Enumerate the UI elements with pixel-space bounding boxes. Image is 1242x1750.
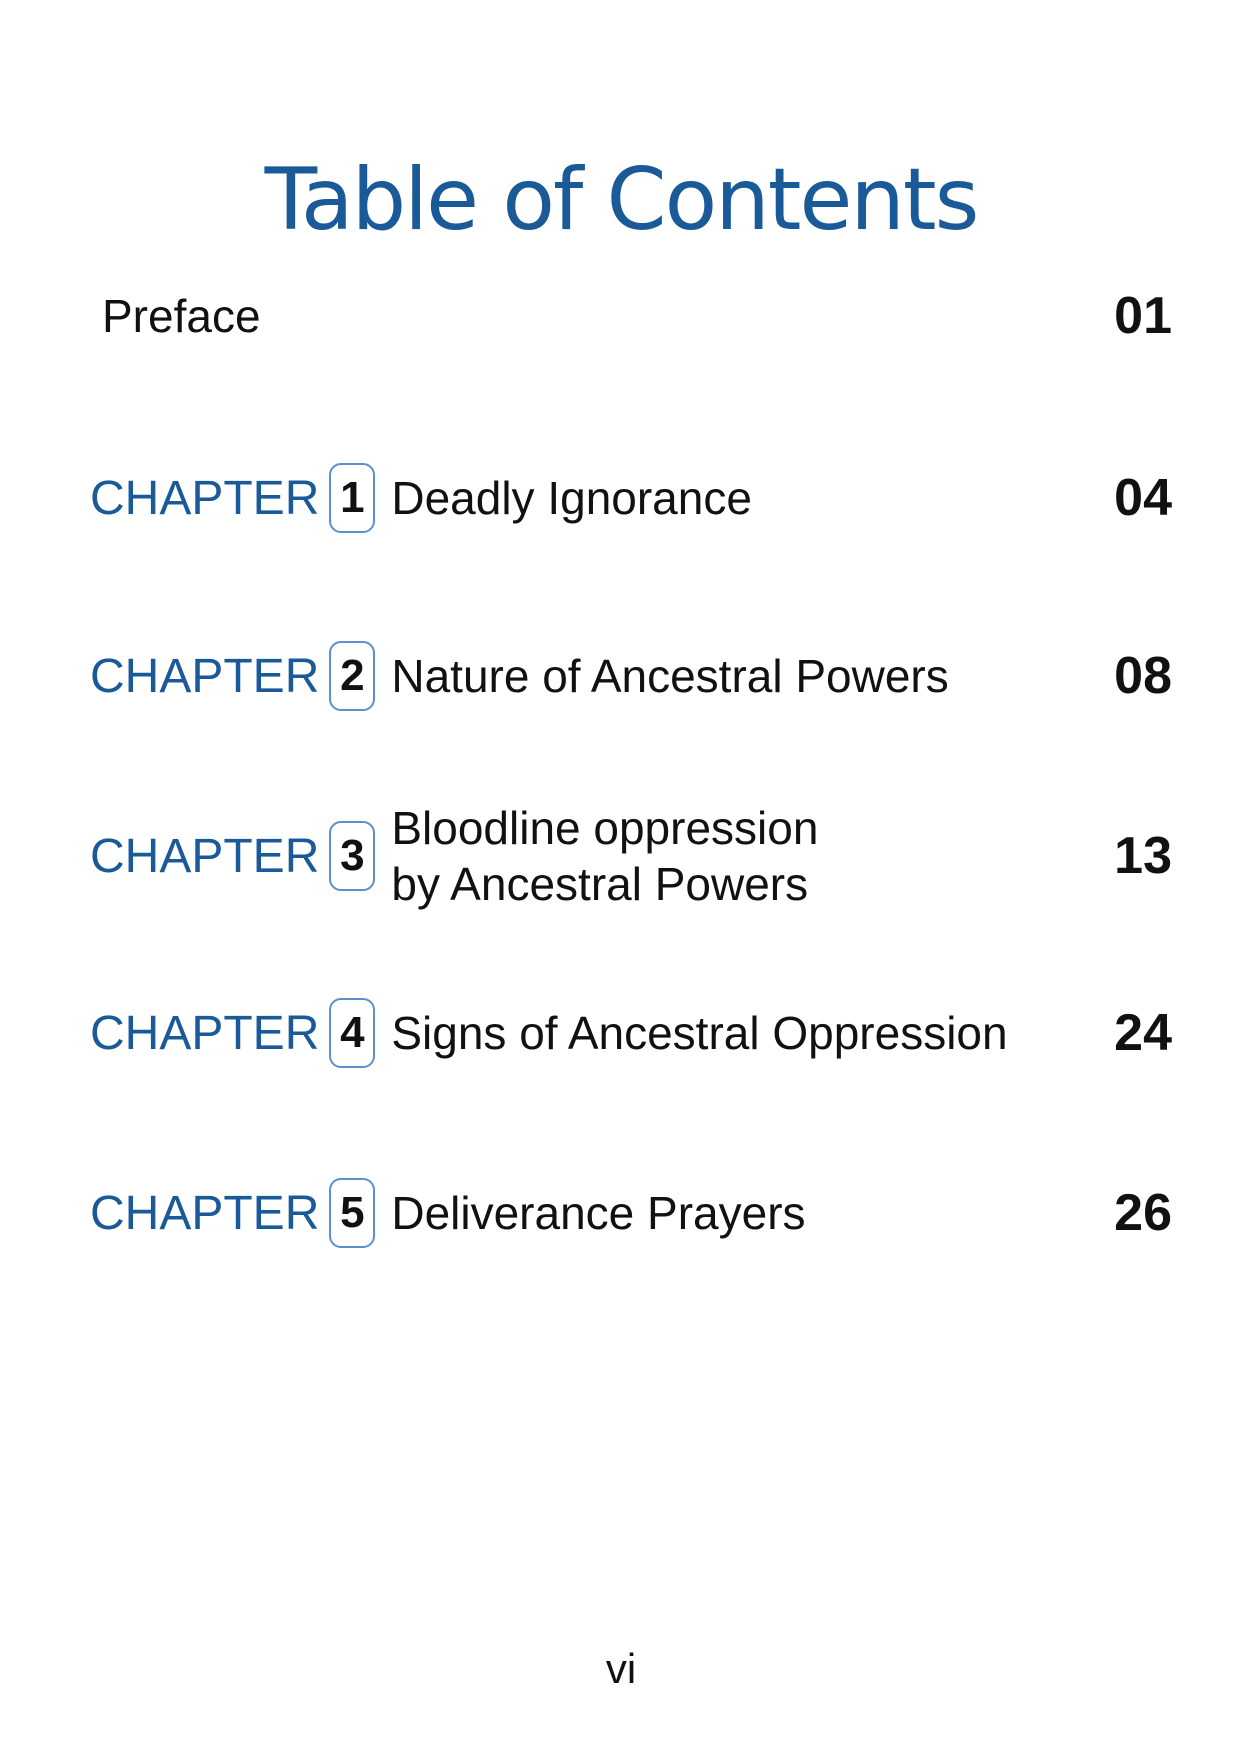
toc-entry-chapter-2[interactable]: CHAPTER 2 Nature of Ancestral Powers 08 xyxy=(90,638,1172,714)
entry-title-block: Bloodline oppression by Ancestral Powers xyxy=(391,800,818,912)
toc-entry-chapter-5[interactable]: CHAPTER 5 Deliverance Prayers 26 xyxy=(90,1175,1172,1251)
toc-entry-preface[interactable]: Preface 01 xyxy=(90,280,1172,352)
entry-title-line-2: by Ancestral Powers xyxy=(391,858,809,910)
entry-title: Preface xyxy=(102,290,261,342)
chapter-label: CHAPTER xyxy=(90,649,320,703)
chapter-label: CHAPTER xyxy=(90,471,320,525)
toc-entry-chapter-1[interactable]: CHAPTER 1 Deadly Ignorance 04 xyxy=(90,460,1172,536)
page-number: 08 xyxy=(1114,647,1172,705)
entry-title: Deliverance Prayers xyxy=(391,1187,806,1239)
page-folio: vi xyxy=(605,1645,637,1692)
page-number: 24 xyxy=(1114,1004,1172,1062)
toc-entry-chapter-4[interactable]: CHAPTER 4 Signs of Ancestral Oppression … xyxy=(90,995,1172,1071)
chapter-number-badge: 3 xyxy=(329,821,376,891)
entry-title: Nature of Ancestral Powers xyxy=(391,650,949,702)
chapter-number-badge: 2 xyxy=(329,641,376,711)
entry-title: Deadly Ignorance xyxy=(391,472,752,524)
chapter-label: CHAPTER xyxy=(90,1006,320,1060)
page-number: 01 xyxy=(1114,287,1172,345)
toc-entry-chapter-3[interactable]: CHAPTER 3 Bloodline oppression by Ancest… xyxy=(90,799,1172,913)
entry-title-line-1: Bloodline oppression xyxy=(391,802,819,854)
page-number: 04 xyxy=(1114,469,1172,527)
page-number: 26 xyxy=(1114,1184,1172,1242)
page-number: 13 xyxy=(1114,827,1172,885)
entry-title: Signs of Ancestral Oppression xyxy=(391,1007,1008,1059)
chapter-number-badge: 1 xyxy=(329,463,376,533)
chapter-number-badge: 5 xyxy=(329,1178,376,1248)
chapter-number-badge: 4 xyxy=(329,998,376,1068)
chapter-label: CHAPTER xyxy=(90,1186,320,1240)
chapter-label: CHAPTER xyxy=(90,829,320,883)
page-title: Table of Contents xyxy=(264,150,980,250)
